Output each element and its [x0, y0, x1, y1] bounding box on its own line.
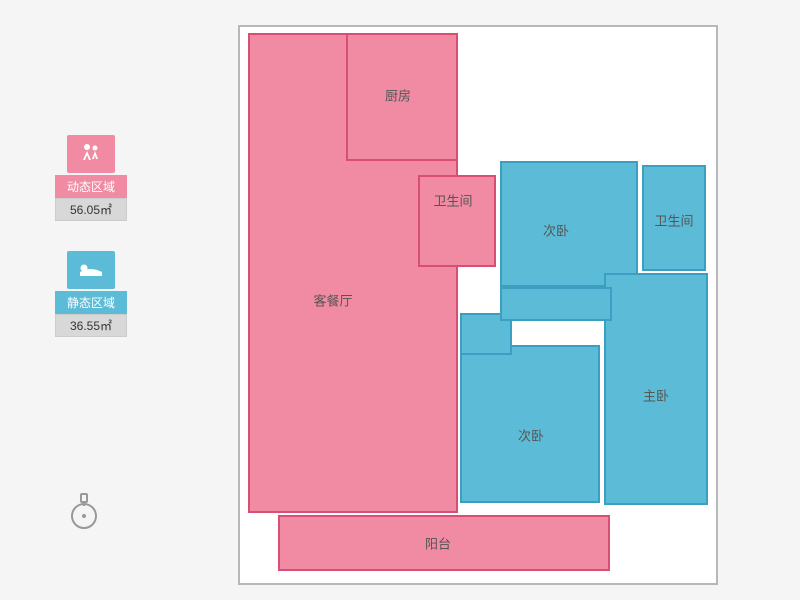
compass-icon: [68, 490, 100, 530]
legend-static: 静态区域 36.55㎡: [55, 251, 127, 337]
room-label-kitchen: 厨房: [385, 86, 411, 105]
floor-plan: 客餐厅厨房卫生间阳台次卧卫生间次卧主卧: [238, 25, 718, 585]
room-label-living: 客餐厅: [313, 291, 352, 310]
room-label-balcony: 阳台: [425, 534, 451, 553]
legend: 动态区域 56.05㎡ 静态区域 36.55㎡: [55, 135, 127, 367]
people-icon: [67, 135, 115, 173]
legend-dynamic-value: 56.05㎡: [55, 198, 127, 221]
room-bath1: [418, 175, 496, 267]
legend-dynamic: 动态区域 56.05㎡: [55, 135, 127, 221]
room-label-bath1: 卫生间: [433, 191, 472, 210]
legend-static-label: 静态区域: [55, 291, 127, 314]
room-bed2b: [460, 345, 600, 503]
room-label-bed2b: 次卧: [518, 426, 544, 445]
room-label-bath2: 卫生间: [654, 211, 693, 230]
room-label-master: 主卧: [643, 386, 669, 405]
legend-static-value: 36.55㎡: [55, 314, 127, 337]
room-label-bed2a: 次卧: [543, 221, 569, 240]
sleep-icon: [67, 251, 115, 289]
room-mb_ext: [500, 287, 612, 321]
legend-dynamic-label: 动态区域: [55, 175, 127, 198]
